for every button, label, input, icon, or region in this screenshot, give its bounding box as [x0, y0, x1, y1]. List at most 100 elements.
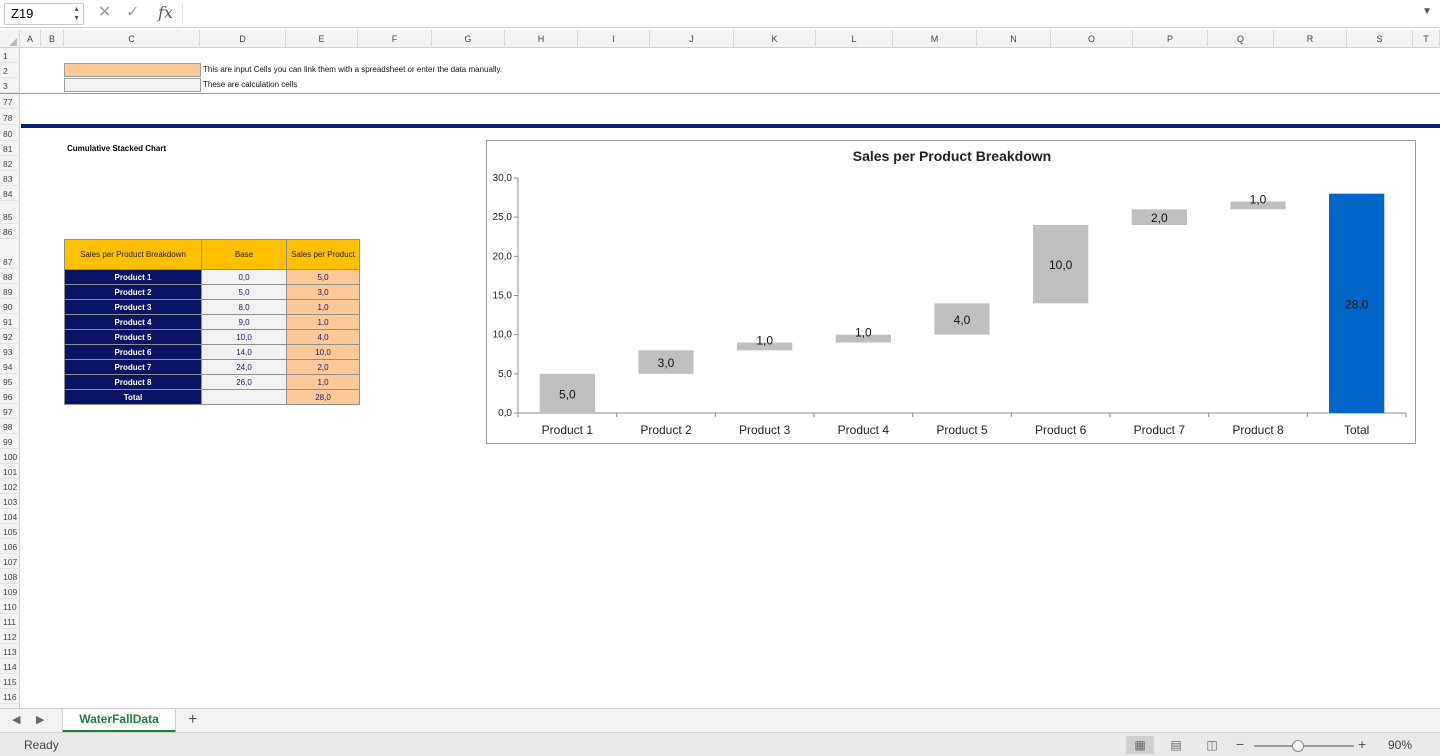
row-header-91[interactable]: 91 — [0, 314, 20, 329]
row-header-97[interactable]: 97 — [0, 404, 20, 419]
column-header-l[interactable]: L — [816, 30, 893, 48]
row-header-104[interactable]: 104 — [0, 509, 20, 524]
row-label-cell[interactable]: Product 4 — [64, 314, 202, 330]
row-header-101[interactable]: 101 — [0, 464, 20, 479]
column-header-a[interactable]: A — [20, 30, 41, 48]
row-label-cell[interactable]: Product 5 — [64, 329, 202, 345]
row-header-80[interactable]: 80 — [0, 125, 20, 141]
function-icon[interactable]: fx — [158, 3, 173, 22]
base-value-cell[interactable]: 0,0 — [201, 269, 287, 285]
row-header-105[interactable]: 105 — [0, 524, 20, 539]
row-header-81[interactable]: 81 — [0, 141, 20, 156]
row-header-111[interactable]: 111 — [0, 614, 20, 629]
table-header-sales[interactable]: Sales per Product — [286, 239, 360, 270]
row-header-85[interactable]: 85 — [0, 201, 20, 224]
row-label-cell[interactable]: Total — [64, 389, 202, 405]
column-header-s[interactable]: S — [1347, 30, 1413, 48]
sheet-tab-waterfalldata[interactable]: WaterFallData — [62, 709, 176, 733]
input-cell-legend-text[interactable]: This are input Cells you can link them w… — [203, 65, 503, 74]
base-value-cell[interactable]: 10,0 — [201, 329, 287, 345]
scroll-left-icon[interactable]: ◀ — [12, 714, 21, 726]
section-title[interactable]: Cumulative Stacked Chart — [67, 144, 167, 153]
row-header-83[interactable]: 83 — [0, 171, 20, 186]
calculation-cell-legend-swatch[interactable] — [64, 78, 201, 92]
sales-value-cell[interactable]: 5,0 — [286, 269, 360, 285]
row-header-86[interactable]: 86 — [0, 224, 20, 239]
row-header-2[interactable]: 2 — [0, 63, 20, 78]
page-layout-view-icon[interactable]: ▤ — [1170, 738, 1182, 752]
row-header-107[interactable]: 107 — [0, 554, 20, 569]
normal-view-icon[interactable]: ▦ — [1126, 736, 1154, 754]
sales-value-cell[interactable]: 1,0 — [286, 374, 360, 390]
row-header-96[interactable]: 96 — [0, 389, 20, 404]
column-header-o[interactable]: O — [1051, 30, 1133, 48]
row-header-78[interactable]: 78 — [0, 109, 20, 125]
row-header-109[interactable]: 109 — [0, 584, 20, 599]
row-header-100[interactable]: 100 — [0, 449, 20, 464]
row-header-106[interactable]: 106 — [0, 539, 20, 554]
checkmark-icon[interactable]: ✓ — [126, 4, 140, 21]
close-icon[interactable]: ✕ — [98, 4, 112, 21]
row-header-110[interactable]: 110 — [0, 599, 20, 614]
sales-value-cell[interactable]: 3,0 — [286, 284, 360, 300]
row-header-103[interactable]: 103 — [0, 494, 20, 509]
input-cell-legend-swatch[interactable] — [64, 63, 201, 77]
row-header-89[interactable]: 89 — [0, 284, 20, 299]
row-header-108[interactable]: 108 — [0, 569, 20, 584]
row-header-77[interactable]: 77 — [0, 93, 20, 109]
column-header-q[interactable]: Q — [1208, 30, 1274, 48]
row-label-cell[interactable]: Product 8 — [64, 374, 202, 390]
column-header-m[interactable]: M — [893, 30, 977, 48]
zoom-slider-track[interactable] — [1254, 745, 1354, 747]
row-header-87[interactable]: 87 — [0, 239, 20, 269]
base-value-cell[interactable]: 24,0 — [201, 359, 287, 375]
column-header-n[interactable]: N — [977, 30, 1051, 48]
column-header-g[interactable]: G — [432, 30, 505, 48]
column-header-d[interactable]: D — [200, 30, 286, 48]
zoom-level[interactable]: 90% — [1388, 738, 1413, 752]
row-header-115[interactable]: 115 — [0, 674, 20, 689]
zoom-in-button[interactable]: + — [1358, 736, 1367, 752]
sales-value-cell[interactable]: 10,0 — [286, 344, 360, 360]
base-value-cell[interactable]: 26,0 — [201, 374, 287, 390]
column-header-e[interactable]: E — [286, 30, 358, 48]
page-break-view-icon[interactable]: ◫ — [1206, 738, 1218, 752]
row-header-95[interactable]: 95 — [0, 374, 20, 389]
column-header-r[interactable]: R — [1274, 30, 1347, 48]
row-header-114[interactable]: 114 — [0, 659, 20, 674]
sales-value-cell[interactable]: 1,0 — [286, 299, 360, 315]
base-value-cell[interactable]: 5,0 — [201, 284, 287, 300]
row-header-82[interactable]: 82 — [0, 156, 20, 171]
column-header-f[interactable]: F — [358, 30, 432, 48]
base-value-cell[interactable]: 9,0 — [201, 314, 287, 330]
formula-input[interactable] — [182, 3, 1422, 25]
plus-icon[interactable]: + — [188, 711, 198, 728]
sales-value-cell[interactable]: 4,0 — [286, 329, 360, 345]
name-box[interactable]: Z19 ▲ ▼ — [4, 3, 84, 25]
row-header-88[interactable]: 88 — [0, 269, 20, 284]
table-header-base[interactable]: Base — [201, 239, 287, 270]
column-header-c[interactable]: C — [64, 30, 200, 48]
row-header-94[interactable]: 94 — [0, 359, 20, 374]
row-header-99[interactable]: 99 — [0, 434, 20, 449]
row-header-93[interactable]: 93 — [0, 344, 20, 359]
row-label-cell[interactable]: Product 3 — [64, 299, 202, 315]
column-header-j[interactable]: J — [650, 30, 734, 48]
base-value-cell[interactable]: 14,0 — [201, 344, 287, 360]
calculation-cell-legend-text[interactable]: These are calculation cells — [203, 80, 298, 89]
row-header-90[interactable]: 90 — [0, 299, 20, 314]
name-box-stepper-icon[interactable]: ▲ ▼ — [73, 6, 80, 22]
waterfall-chart[interactable]: Sales per Product Breakdown 0,0 5,0 10,0 15… — [486, 140, 1416, 444]
row-label-cell[interactable]: Product 2 — [64, 284, 202, 300]
sales-value-cell[interactable]: 1,0 — [286, 314, 360, 330]
row-header-98[interactable]: 98 — [0, 419, 20, 434]
column-header-p[interactable]: P — [1133, 30, 1208, 48]
row-header-116[interactable]: 116 — [0, 689, 20, 704]
sales-value-cell[interactable]: 28,0 — [286, 389, 360, 405]
base-value-cell[interactable]: 8,0 — [201, 299, 287, 315]
row-header-113[interactable]: 113 — [0, 644, 20, 659]
row-header-102[interactable]: 102 — [0, 479, 20, 494]
row-header-112[interactable]: 112 — [0, 629, 20, 644]
scroll-right-icon[interactable]: ▶ — [36, 714, 45, 726]
sales-value-cell[interactable]: 2,0 — [286, 359, 360, 375]
